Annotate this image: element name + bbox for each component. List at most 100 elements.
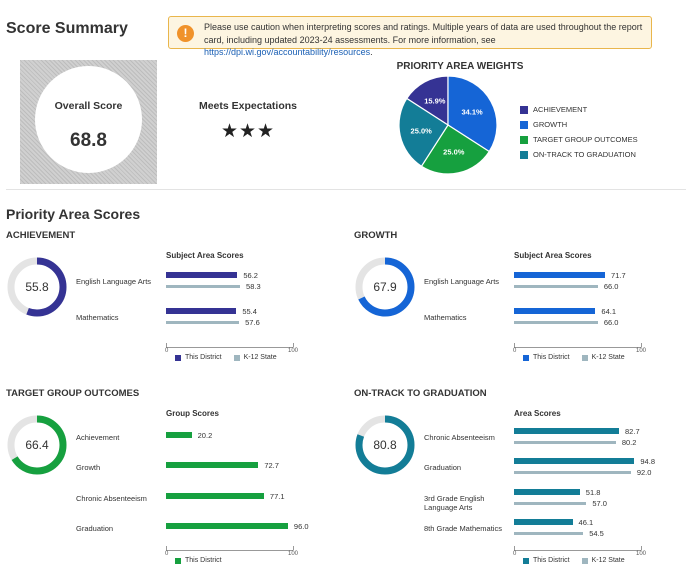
district-bar[interactable] (514, 458, 635, 464)
district-value: 20.2 (197, 431, 213, 440)
row-label: Graduation (76, 524, 114, 533)
legend-swatch (520, 120, 528, 129)
pie-slice-target-group-outcomes[interactable] (420, 124, 491, 175)
district-bar[interactable] (166, 308, 237, 314)
resources-link[interactable]: https://dpi.wi.gov/accountability/resour… (204, 47, 371, 57)
district-bar[interactable] (514, 308, 596, 314)
state-value: 66.0 (603, 282, 619, 291)
panel-title-on-track-to-graduation: ON-TRACK TO GRADUATION (354, 388, 487, 399)
state-bar[interactable] (166, 321, 240, 324)
sub-title: Group Scores (166, 409, 219, 418)
district-bar[interactable] (514, 428, 620, 434)
bar-legend: This District K-12 State (523, 354, 625, 361)
state-bar[interactable] (514, 285, 598, 288)
row-label: Mathematics (76, 313, 119, 322)
axis-tick (166, 343, 167, 347)
district-value: 64.1 (601, 307, 617, 316)
axis-tick (293, 343, 294, 347)
row-label: 8th Grade Mathematics (424, 524, 502, 533)
district-bar[interactable] (166, 272, 238, 278)
legend-swatch-district (523, 557, 529, 564)
overall-score-circle: Overall Score 68.8 (35, 66, 142, 173)
district-bar[interactable] (166, 493, 264, 499)
axis-max-label: 100 (636, 551, 647, 557)
x-axis (514, 347, 641, 348)
axis-max-label: 100 (288, 348, 299, 354)
district-bar[interactable] (514, 272, 606, 278)
legend-label: ACHIEVEMENT (533, 105, 588, 114)
overall-score-card: Overall Score 68.8 (20, 60, 157, 184)
state-bar[interactable] (514, 471, 631, 474)
sub-title: Area Scores (514, 409, 561, 418)
pie-slice-achievement[interactable] (405, 75, 449, 127)
state-value: 54.5 (589, 529, 604, 538)
legend-label-district: This District (533, 557, 570, 564)
legend-swatch-district (175, 354, 181, 361)
legend-label-district: This District (533, 354, 570, 361)
state-value: 80.2 (621, 438, 637, 447)
row-label: Growth (76, 463, 101, 472)
state-value: 57.0 (592, 499, 607, 508)
score-value: 55.8 (25, 280, 49, 294)
district-value: 72.7 (264, 461, 279, 470)
legend-swatch-district (523, 354, 529, 361)
district-value: 71.7 (611, 271, 626, 280)
panel-title-growth: GROWTH (354, 230, 398, 241)
bar-legend: This District K-12 State (175, 354, 277, 361)
overall-score-value: 68.8 (70, 130, 107, 151)
state-value: 58.3 (246, 282, 261, 291)
legend-item: TARGET GROUP OUTCOMES (520, 132, 638, 147)
legend-swatch-state (581, 557, 588, 564)
district-value: 96.0 (293, 522, 309, 531)
rating-label: Meets Expectations (198, 100, 298, 112)
page-title: Score Summary (6, 20, 128, 37)
district-value: 94.8 (640, 457, 655, 466)
legend-swatch (520, 150, 528, 159)
score-value: 66.4 (25, 438, 49, 452)
axis-min-label: 0 (513, 551, 517, 557)
state-bar[interactable] (514, 502, 587, 505)
score-donut-on-track-to-graduation (355, 415, 415, 475)
state-bar[interactable] (514, 321, 598, 324)
state-value: 92.0 (636, 468, 652, 477)
score-donut-growth (355, 257, 415, 317)
axis-tick (641, 343, 642, 347)
district-bar[interactable] (166, 462, 259, 468)
state-bar[interactable] (514, 532, 584, 535)
row-label: Mathematics (424, 313, 467, 322)
legend-swatch-state (581, 354, 588, 361)
exclamation-icon: ! (177, 25, 194, 42)
axis-tick (514, 546, 515, 550)
x-axis (166, 550, 293, 551)
row-label: Chronic Absenteeism (424, 433, 495, 442)
district-bar[interactable] (166, 432, 192, 438)
pie-slice-on-track-to-graduation[interactable] (398, 97, 449, 168)
district-bar[interactable] (514, 519, 573, 525)
legend-label: TARGET GROUP OUTCOMES (533, 135, 638, 144)
district-value: 55.4 (242, 307, 257, 316)
axis-tick (514, 343, 515, 347)
bar-legend: This District (175, 557, 222, 564)
score-value: 67.9 (373, 280, 397, 294)
donut-arc (7, 415, 67, 475)
district-value: 77.1 (269, 492, 285, 501)
legend-label-district: This District (185, 354, 222, 361)
axis-min-label: 0 (165, 551, 169, 557)
caution-suffix: . (370, 47, 373, 57)
score-value: 80.8 (373, 438, 397, 452)
row-label: 3rd Grade English Language Arts (424, 494, 485, 512)
axis-tick (293, 546, 294, 550)
state-bar[interactable] (166, 285, 241, 288)
bar-legend: This District K-12 State (523, 557, 625, 564)
weights-pie-chart: 15.9% 34.1% 25.0% 25.0% (398, 75, 498, 175)
district-bar[interactable] (514, 489, 580, 495)
district-bar[interactable] (166, 523, 288, 529)
legend-label: ON-TRACK TO GRADUATION (533, 150, 636, 159)
axis-max-label: 100 (288, 551, 299, 557)
state-bar[interactable] (514, 441, 616, 444)
axis-tick (641, 546, 642, 550)
legend-item: GROWTH (520, 117, 638, 132)
priority-section-title: Priority Area Scores (6, 206, 141, 222)
legend-swatch-state (233, 354, 240, 361)
state-value: 66.0 (603, 318, 619, 327)
